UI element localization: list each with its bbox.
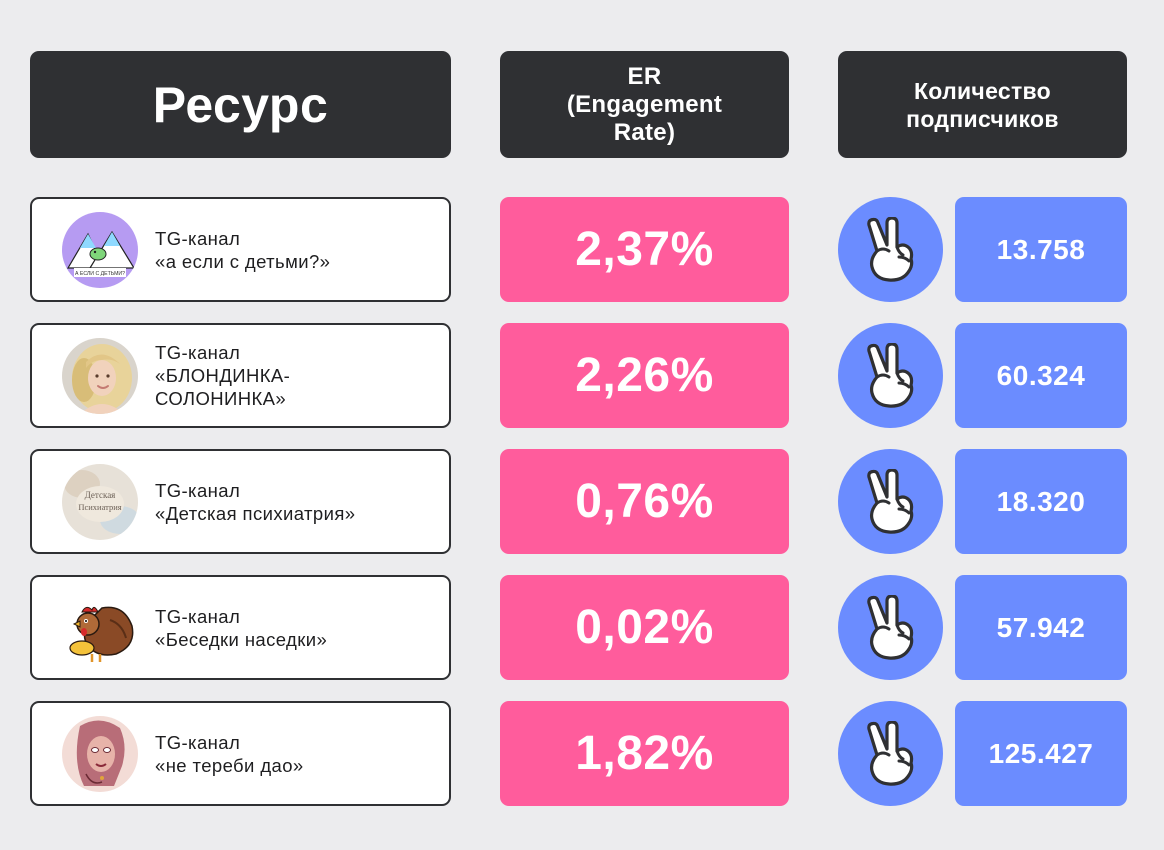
er-value: 0,76% xyxy=(500,449,789,554)
resource-name-line: «БЛОНДИНКА- xyxy=(155,365,291,386)
avatar-caption: А ЕСЛИ С ДЕТЬМИ? xyxy=(75,271,125,277)
victory-hand-icon xyxy=(838,449,943,554)
resource-label: TG-канал «Беседки наседки» xyxy=(155,605,327,651)
avatar-caption: Психиатрия xyxy=(78,502,121,512)
table-row: Детская Психиатрия TG-канал «Детская пси… xyxy=(0,449,1164,554)
channel-avatar xyxy=(62,715,138,792)
header-resource: Ресурс xyxy=(30,51,451,158)
channel-avatar: Детская Психиатрия xyxy=(62,463,138,540)
resource-card: TG-канал «БЛОНДИНКА- СОЛОНИНКА» xyxy=(30,323,451,428)
resource-name-line: «не тереби дао» xyxy=(155,754,304,776)
table-row: TG-канал «БЛОНДИНКА- СОЛОНИНКА» 2,26% 60… xyxy=(0,323,1164,428)
channel-avatar xyxy=(62,589,138,666)
resource-label: TG-канал «а если с детьми?» xyxy=(155,227,330,273)
channel-avatar: А ЕСЛИ С ДЕТЬМИ? xyxy=(62,211,138,288)
victory-hand-icon xyxy=(838,701,943,806)
avatar-caption: Детская xyxy=(85,490,116,500)
resource-name-line: «а если с детьми?» xyxy=(155,250,331,272)
table-row: TG-канал «не тереби дао» 1,82% 125.427 xyxy=(0,701,1164,806)
resource-type: TG-канал xyxy=(155,227,241,249)
resource-name-line: «Беседки наседки» xyxy=(155,628,328,650)
header-er: ER (Engagement Rate) xyxy=(500,51,789,158)
channel-avatar xyxy=(62,337,138,414)
er-value: 1,82% xyxy=(500,701,789,806)
table-row: TG-канал «Беседки наседки» 0,02% 57.942 xyxy=(0,575,1164,680)
resource-label: TG-канал «БЛОНДИНКА- СОЛОНИНКА» xyxy=(155,341,290,410)
resource-card: Детская Психиатрия TG-канал «Детская пси… xyxy=(30,449,451,554)
resource-name-line: «Детская психиатрия» xyxy=(155,502,356,524)
resource-label: TG-канал «Детская психиатрия» xyxy=(155,479,355,525)
resource-card: А ЕСЛИ С ДЕТЬМИ? TG-канал «а если с деть… xyxy=(30,197,451,302)
resource-card: TG-канал «не тереби дао» xyxy=(30,701,451,806)
resource-type: TG-канал xyxy=(155,342,241,363)
subscribers-value: 13.758 xyxy=(955,197,1127,302)
subscribers-value: 125.427 xyxy=(955,701,1127,806)
resource-type: TG-канал xyxy=(155,731,241,753)
subscribers-value: 18.320 xyxy=(955,449,1127,554)
subscribers-value: 57.942 xyxy=(955,575,1127,680)
subscribers-value: 60.324 xyxy=(955,323,1127,428)
table-row: А ЕСЛИ С ДЕТЬМИ? TG-канал «а если с деть… xyxy=(0,197,1164,302)
resource-card: TG-канал «Беседки наседки» xyxy=(30,575,451,680)
er-value: 0,02% xyxy=(500,575,789,680)
er-value: 2,37% xyxy=(500,197,789,302)
victory-hand-icon xyxy=(838,197,943,302)
header-subscribers: Количество подписчиков xyxy=(838,51,1127,158)
er-value: 2,26% xyxy=(500,323,789,428)
resource-name-line: СОЛОНИНКА» xyxy=(155,388,287,409)
victory-hand-icon xyxy=(838,323,943,428)
resource-type: TG-канал xyxy=(155,479,241,501)
resource-type: TG-канал xyxy=(155,605,241,627)
victory-hand-icon xyxy=(838,575,943,680)
resource-label: TG-канал «не тереби дао» xyxy=(155,731,304,777)
